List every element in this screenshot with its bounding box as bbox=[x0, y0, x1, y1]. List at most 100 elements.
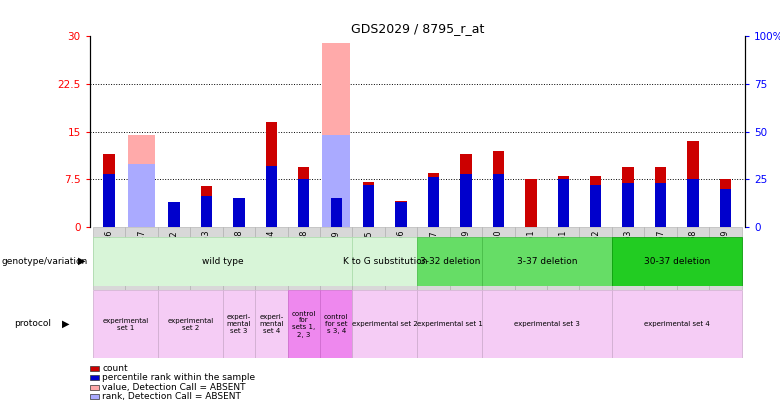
Text: rank, Detection Call = ABSENT: rank, Detection Call = ABSENT bbox=[102, 392, 241, 401]
Bar bbox=[558, 176, 569, 227]
Bar bbox=[612, 237, 742, 286]
Text: GSM86755: GSM86755 bbox=[364, 230, 373, 273]
Bar bbox=[720, 179, 731, 227]
Bar bbox=[590, 185, 601, 227]
Bar bbox=[222, 227, 255, 290]
Bar bbox=[104, 154, 115, 227]
Bar bbox=[720, 189, 731, 227]
Bar bbox=[482, 227, 515, 290]
Text: experi-
mental
set 4: experi- mental set 4 bbox=[259, 314, 284, 334]
Bar bbox=[158, 290, 222, 358]
Text: experimental
set 2: experimental set 2 bbox=[167, 318, 214, 330]
Bar bbox=[93, 237, 353, 286]
Text: GSM86763: GSM86763 bbox=[624, 230, 633, 273]
Text: protocol: protocol bbox=[14, 320, 51, 328]
Bar bbox=[460, 173, 472, 227]
Text: 30-37 deletion: 30-37 deletion bbox=[644, 257, 710, 266]
Text: K to G substitution: K to G substitution bbox=[342, 257, 427, 266]
Text: GSM86748: GSM86748 bbox=[300, 230, 308, 273]
Bar bbox=[558, 179, 569, 227]
Bar bbox=[677, 227, 709, 290]
Text: GSM86750: GSM86750 bbox=[494, 230, 503, 273]
Bar bbox=[266, 166, 277, 227]
Text: GSM86752: GSM86752 bbox=[169, 230, 179, 273]
Bar bbox=[331, 198, 342, 227]
Bar bbox=[687, 179, 699, 227]
Bar bbox=[428, 173, 439, 227]
Bar bbox=[417, 237, 482, 286]
Bar bbox=[417, 227, 450, 290]
Text: wild type: wild type bbox=[202, 257, 243, 266]
Bar bbox=[233, 198, 245, 227]
Bar bbox=[590, 176, 601, 227]
Text: 3-32 deletion: 3-32 deletion bbox=[420, 257, 480, 266]
Bar bbox=[385, 227, 417, 290]
Text: GSM86751: GSM86751 bbox=[526, 230, 535, 273]
Bar bbox=[395, 202, 406, 227]
Bar bbox=[428, 177, 439, 227]
Bar bbox=[266, 122, 277, 227]
Text: percentile rank within the sample: percentile rank within the sample bbox=[102, 373, 255, 382]
Text: experimental set 3: experimental set 3 bbox=[514, 321, 580, 327]
Text: GSM86756: GSM86756 bbox=[396, 230, 406, 273]
Bar bbox=[515, 227, 547, 290]
Bar bbox=[395, 201, 406, 227]
Bar bbox=[622, 183, 634, 227]
Text: control
for
sets 1,
2, 3: control for sets 1, 2, 3 bbox=[292, 311, 316, 337]
Bar bbox=[200, 196, 212, 227]
Title: GDS2029 / 8795_r_at: GDS2029 / 8795_r_at bbox=[351, 22, 484, 35]
Text: GSM86753: GSM86753 bbox=[202, 230, 211, 273]
Bar bbox=[612, 290, 742, 358]
Bar bbox=[168, 205, 179, 227]
Text: GSM86759: GSM86759 bbox=[332, 230, 341, 273]
Bar bbox=[128, 135, 155, 227]
Text: GSM86769: GSM86769 bbox=[721, 230, 730, 273]
Bar bbox=[353, 290, 417, 358]
Text: GSM86758: GSM86758 bbox=[235, 230, 243, 273]
Bar bbox=[655, 166, 666, 227]
Bar bbox=[709, 227, 742, 290]
Text: count: count bbox=[102, 364, 128, 373]
Bar bbox=[460, 154, 472, 227]
Bar bbox=[298, 179, 310, 227]
Text: experimental set 2: experimental set 2 bbox=[352, 321, 418, 327]
Text: GSM86762: GSM86762 bbox=[591, 230, 600, 273]
Bar bbox=[482, 237, 612, 286]
Bar bbox=[622, 166, 634, 227]
Bar bbox=[580, 227, 612, 290]
Bar bbox=[320, 290, 353, 358]
Text: GSM86761: GSM86761 bbox=[558, 230, 568, 273]
Text: GSM86746: GSM86746 bbox=[105, 230, 114, 273]
Text: experimental set 1: experimental set 1 bbox=[417, 321, 483, 327]
Bar bbox=[320, 227, 353, 290]
Bar bbox=[233, 198, 245, 227]
Bar bbox=[353, 237, 417, 286]
Bar bbox=[450, 227, 482, 290]
Bar bbox=[255, 290, 288, 358]
Text: ▶: ▶ bbox=[78, 256, 86, 266]
Bar bbox=[655, 183, 666, 227]
Bar bbox=[547, 227, 580, 290]
Bar bbox=[493, 151, 504, 227]
Bar bbox=[493, 173, 504, 227]
Bar bbox=[288, 290, 320, 358]
Text: experimental set 4: experimental set 4 bbox=[644, 321, 710, 327]
Text: ▶: ▶ bbox=[62, 319, 70, 329]
Bar bbox=[353, 227, 385, 290]
Text: control
for set
s 3, 4: control for set s 3, 4 bbox=[324, 314, 349, 334]
Bar bbox=[93, 290, 158, 358]
Bar bbox=[612, 227, 644, 290]
Bar bbox=[288, 227, 320, 290]
Bar bbox=[93, 227, 126, 290]
Bar bbox=[322, 135, 350, 227]
Bar bbox=[417, 290, 482, 358]
Bar bbox=[525, 179, 537, 227]
Bar bbox=[190, 227, 222, 290]
Text: value, Detection Call = ABSENT: value, Detection Call = ABSENT bbox=[102, 383, 246, 392]
Bar bbox=[363, 182, 374, 227]
Bar bbox=[482, 290, 612, 358]
Bar bbox=[322, 43, 350, 227]
Bar bbox=[222, 290, 255, 358]
Bar bbox=[104, 173, 115, 227]
Bar bbox=[168, 202, 179, 227]
